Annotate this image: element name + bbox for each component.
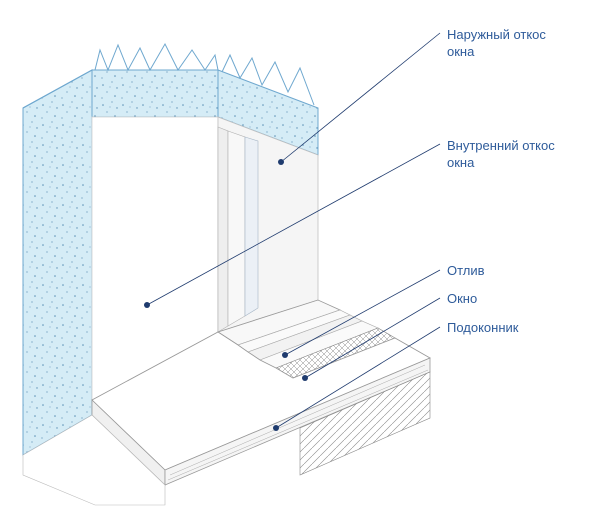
window-diagram [0,0,589,528]
rough-edge-1 [95,44,218,70]
label-window: Окно [447,291,477,308]
label-sill: Подоконник [447,320,518,337]
lead-dot-3 [282,352,288,358]
frame-side [228,131,245,326]
window-glass [245,137,258,316]
frame-outer [218,127,228,332]
lead-dot-1 [278,159,284,165]
lead-line-1 [281,33,440,162]
lead-dot-5 [273,425,279,431]
lead-dot-2 [144,302,150,308]
lead-dot-4 [302,375,308,381]
label-outer-reveal: Наружный откосокна [447,27,546,61]
outer-wall-left [23,70,92,455]
label-drip-cap: Отлив [447,263,485,280]
label-inner-reveal: Внутренний откосокна [447,138,555,172]
